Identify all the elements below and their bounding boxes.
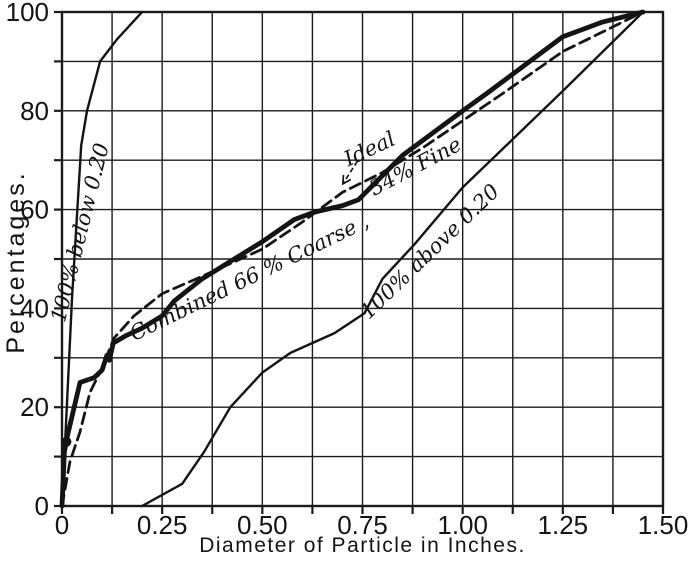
y-tick-label: 40 — [20, 293, 49, 323]
x-tick-label: 1.50 — [638, 510, 689, 540]
coarse-aggregate-curve — [140, 10, 645, 508]
x-tick-label: 0.25 — [137, 510, 188, 540]
x-tick-label: 1.25 — [538, 510, 589, 540]
x-axis-title: Diameter of Particle in Inches. — [199, 534, 526, 557]
y-tick-label: 0 — [35, 491, 49, 521]
ideal-arrow-shaft — [342, 160, 359, 185]
combined-curve-knot — [61, 436, 72, 447]
x-tick-label: 1.00 — [437, 510, 488, 540]
ideal-curve — [60, 10, 645, 508]
grid — [62, 12, 663, 506]
tick-labels: 0 0.25 0.50 0.75 1.00 1.25 1.50 0 20 40 60 80 100 — [6, 0, 689, 540]
fine-aggregate-curve — [60, 10, 144, 508]
y-axis-title: Percentages. — [2, 170, 30, 353]
combined-mixture-curve — [59, 9, 646, 509]
label-100-above-020: 100% above 0.20 — [356, 179, 504, 323]
axis-ticks — [54, 10, 665, 514]
y-tick-label: 20 — [20, 392, 49, 422]
y-tick-label: 80 — [20, 96, 49, 126]
x-tick-label: 0.50 — [237, 510, 288, 540]
label-combined-66-coarse: Combined 66 % Coarse , — [126, 209, 373, 346]
ideal-arrow — [341, 160, 359, 186]
y-tick-label: 100 — [6, 0, 49, 27]
y-tick-label: 60 — [20, 195, 49, 225]
ideal-arrowhead — [341, 174, 352, 186]
x-tick-label: 0.75 — [337, 510, 388, 540]
x-tick-label: 0 — [55, 510, 69, 540]
